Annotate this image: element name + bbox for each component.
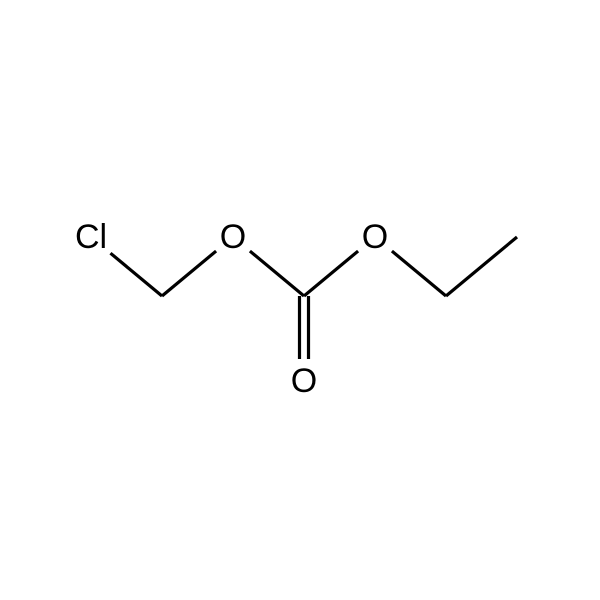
bond-line (392, 251, 446, 296)
atom-label-o1: O (220, 218, 246, 256)
atom-label-o3: O (362, 218, 388, 256)
bond-line (250, 251, 304, 296)
bond-line (162, 251, 216, 296)
bond-line (304, 251, 358, 296)
bond-line (110, 253, 162, 296)
bond-line (446, 237, 517, 296)
atom-label-o2d: O (291, 362, 317, 400)
atom-label-cl: Cl (75, 218, 107, 256)
molecule-canvas: Cl O O O (0, 0, 600, 600)
